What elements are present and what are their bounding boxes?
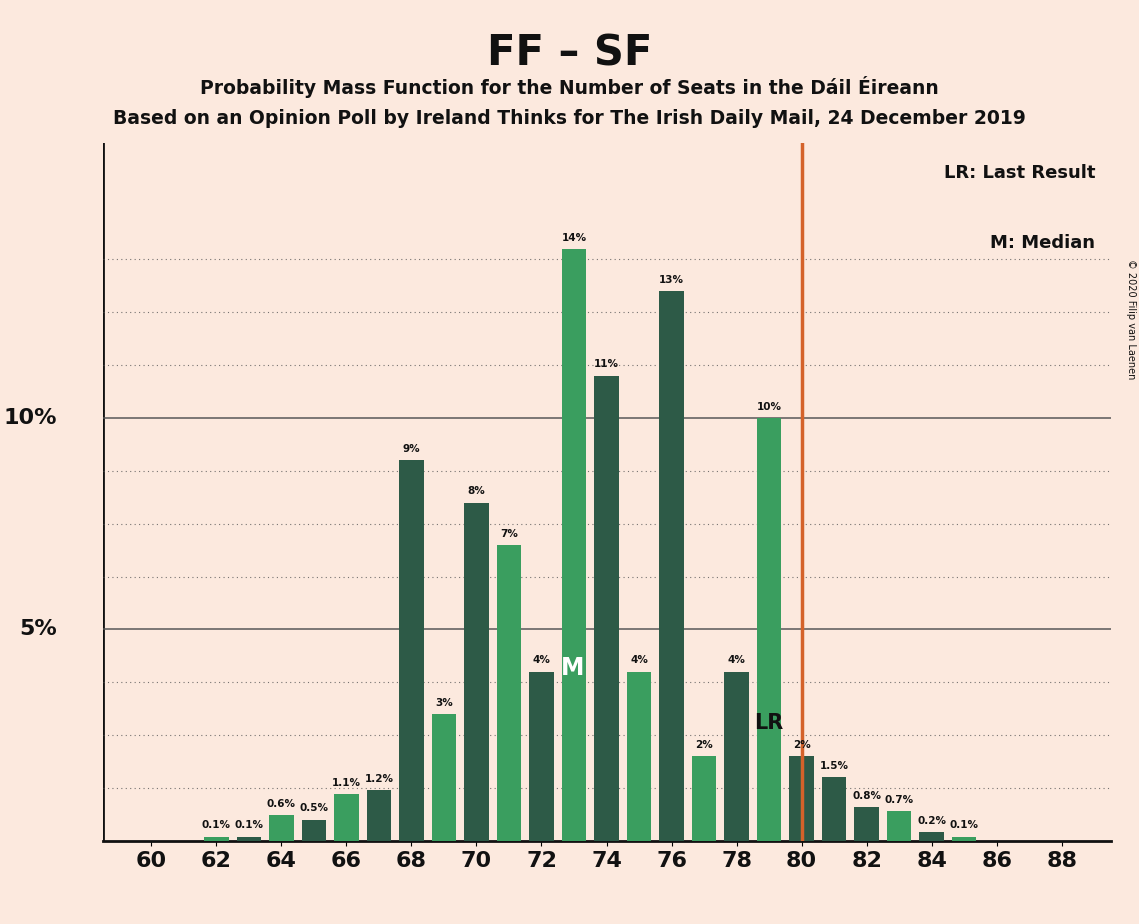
Bar <box>497 545 522 841</box>
Bar <box>269 816 294 841</box>
Text: 0.2%: 0.2% <box>917 816 947 826</box>
Text: 1.2%: 1.2% <box>364 773 393 784</box>
Text: 2%: 2% <box>793 740 811 750</box>
Text: Probability Mass Function for the Number of Seats in the Dáil Éireann: Probability Mass Function for the Number… <box>200 76 939 98</box>
Text: 3%: 3% <box>435 698 453 708</box>
Text: 0.1%: 0.1% <box>950 821 978 831</box>
Text: M: M <box>560 656 584 680</box>
Bar <box>400 460 424 841</box>
Text: 0.5%: 0.5% <box>300 803 328 813</box>
Bar <box>465 503 489 841</box>
Text: 11%: 11% <box>595 359 618 370</box>
Text: 1.5%: 1.5% <box>820 761 849 771</box>
Text: FF – SF: FF – SF <box>486 32 653 74</box>
Text: 7%: 7% <box>500 529 518 539</box>
Bar <box>562 249 587 841</box>
Text: LR: LR <box>754 713 784 733</box>
Text: 2%: 2% <box>695 740 713 750</box>
Text: 0.7%: 0.7% <box>885 795 913 805</box>
Bar <box>854 807 879 841</box>
Text: Based on an Opinion Poll by Ireland Thinks for The Irish Daily Mail, 24 December: Based on an Opinion Poll by Ireland Thin… <box>113 109 1026 128</box>
Text: LR: Last Result: LR: Last Result <box>944 164 1096 182</box>
Bar <box>659 291 683 841</box>
Bar <box>626 672 652 841</box>
Bar <box>237 836 261 841</box>
Text: 4%: 4% <box>533 655 550 665</box>
Bar <box>432 714 456 841</box>
Bar <box>367 790 391 841</box>
Bar <box>530 672 554 841</box>
Bar <box>334 795 359 841</box>
Bar <box>789 756 813 841</box>
Bar <box>691 756 716 841</box>
Bar <box>887 811 911 841</box>
Text: 0.1%: 0.1% <box>235 821 263 831</box>
Text: 0.8%: 0.8% <box>852 791 882 801</box>
Bar <box>595 376 618 841</box>
Bar <box>724 672 748 841</box>
Text: 1.1%: 1.1% <box>331 778 361 788</box>
Bar <box>822 777 846 841</box>
Text: 9%: 9% <box>402 444 420 454</box>
Bar <box>302 820 326 841</box>
Text: 8%: 8% <box>468 486 485 496</box>
Text: 13%: 13% <box>659 274 685 285</box>
Text: 5%: 5% <box>19 619 57 639</box>
Text: 0.6%: 0.6% <box>267 799 296 809</box>
Text: 4%: 4% <box>630 655 648 665</box>
Text: © 2020 Filip van Laenen: © 2020 Filip van Laenen <box>1126 259 1136 379</box>
Text: 10%: 10% <box>756 402 781 412</box>
Bar <box>204 836 229 841</box>
Bar <box>952 836 976 841</box>
Text: 14%: 14% <box>562 233 587 243</box>
Bar <box>757 418 781 841</box>
Text: M: Median: M: Median <box>991 234 1096 252</box>
Text: 0.1%: 0.1% <box>202 821 231 831</box>
Text: 10%: 10% <box>3 408 57 428</box>
Text: 4%: 4% <box>728 655 746 665</box>
Bar <box>919 833 944 841</box>
